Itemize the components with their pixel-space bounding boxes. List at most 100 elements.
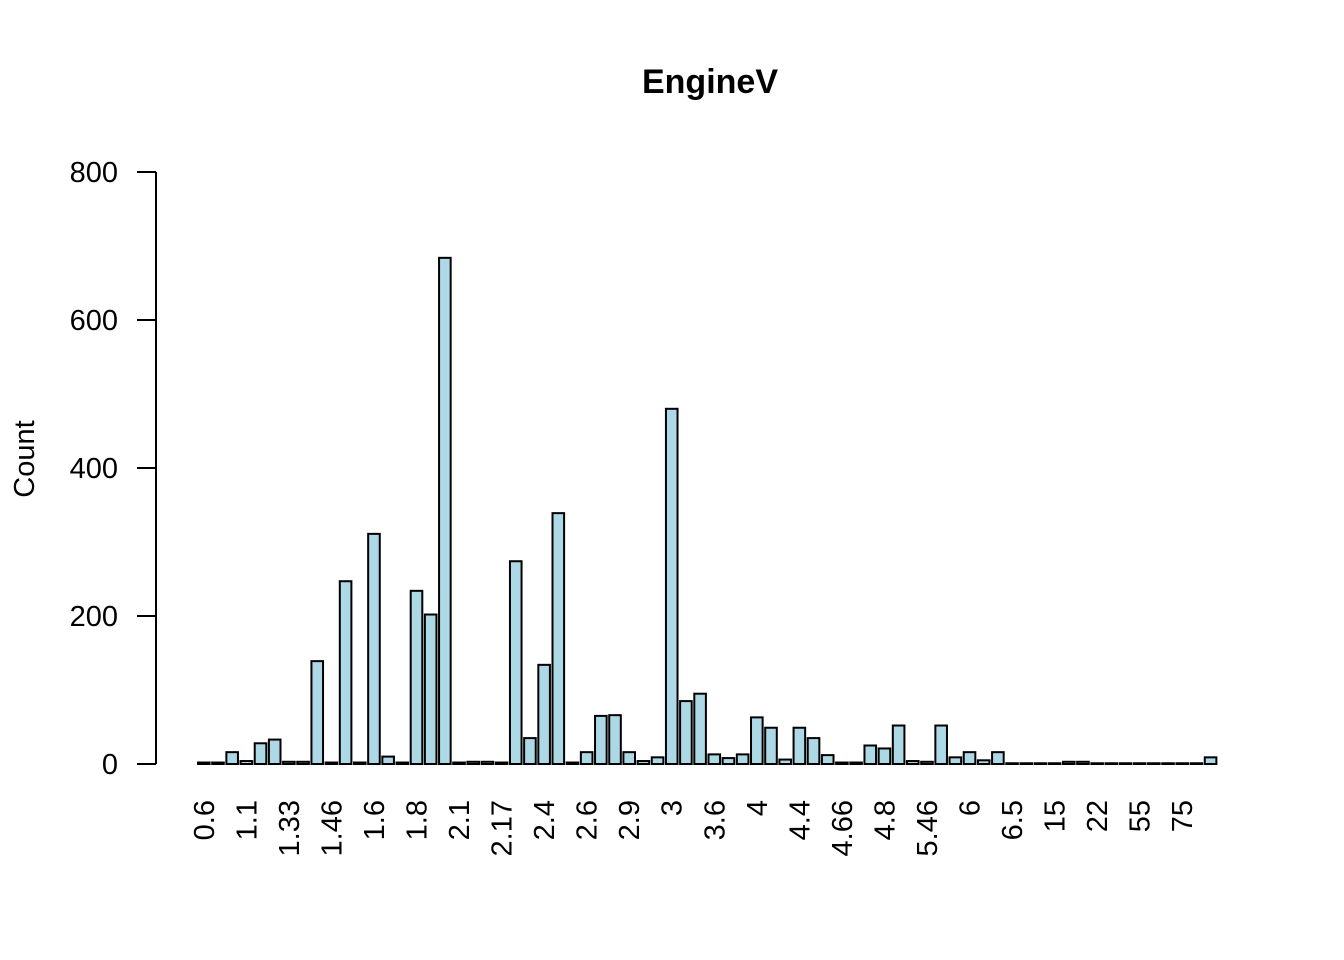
bar: [565, 761, 580, 766]
bar: [1118, 762, 1133, 766]
bar: [253, 742, 268, 766]
x-tick-label: 1.1: [231, 800, 263, 840]
x-tick-label: 15: [1040, 800, 1072, 832]
bar: [820, 754, 835, 765]
bar: [1090, 762, 1104, 766]
bar: [1076, 760, 1090, 766]
x-tick-label: 75: [1167, 800, 1199, 832]
x-tick-label: 2.4: [529, 800, 561, 840]
bar: [835, 761, 849, 766]
bar: [551, 512, 566, 766]
bar: [849, 761, 863, 766]
bar: [750, 716, 764, 766]
x-tick-labels: 0.6 1.1 1.33 1.46 1.6 1.8 2.1 2.17 2.4 2.6 2.9 3 3.6…: [189, 800, 1199, 856]
y-axis: 0 200 400 600 800: [70, 157, 157, 781]
y-tick-label: 200: [70, 601, 118, 633]
bar: [863, 744, 878, 765]
x-tick-label: 6: [955, 800, 987, 816]
bar: [948, 756, 963, 766]
x-tick-label: 0.6: [189, 800, 221, 840]
bar: [594, 714, 608, 766]
bar: [494, 761, 509, 766]
x-tick-label: 1.8: [402, 800, 434, 840]
bar: [579, 751, 594, 765]
bar: [707, 753, 722, 766]
bar: [920, 760, 934, 766]
x-tick-label: 1.46: [316, 800, 348, 856]
x-tick-label: 3.6: [699, 800, 731, 840]
bar: [934, 724, 948, 766]
y-tick-label: 800: [70, 157, 118, 189]
bar: [1061, 760, 1076, 766]
bar: [381, 755, 395, 765]
bar: [877, 747, 892, 766]
bars: [197, 256, 1218, 766]
bar: [537, 663, 551, 766]
bar: [792, 726, 807, 765]
y-tick-label: 400: [70, 453, 118, 485]
bar: [976, 759, 991, 765]
x-tick-label: 6.5: [997, 800, 1029, 840]
x-tick-label: 2.6: [572, 800, 604, 840]
x-tick-label: 2.1: [444, 800, 476, 840]
bar: [296, 760, 310, 766]
bar: [1161, 762, 1175, 766]
x-tick-label: 5.46: [912, 800, 944, 856]
bar: [239, 760, 254, 765]
bar: [480, 760, 495, 766]
x-tick-label: 2.17: [487, 800, 519, 856]
bar: [721, 757, 736, 766]
bar: [1033, 762, 1048, 766]
x-tick-label: 4.4: [784, 800, 816, 840]
x-tick-label: 55: [1125, 800, 1157, 832]
bar: [282, 760, 296, 766]
x-tick-label: 4.66: [827, 800, 859, 856]
y-tick-label: 0: [102, 749, 118, 781]
bar: [267, 738, 282, 766]
bar: [338, 580, 353, 765]
bar: [906, 760, 920, 765]
bar: [1104, 762, 1119, 766]
bar: [608, 714, 622, 765]
y-axis-label: Count: [9, 420, 41, 497]
y-tick-label: 600: [70, 305, 118, 337]
bar: [423, 613, 438, 766]
bar: [395, 761, 410, 766]
bar: [1132, 762, 1147, 766]
x-tick-label: 1.6: [359, 800, 391, 840]
bar: [310, 660, 325, 766]
x-tick-label: 3: [657, 800, 689, 816]
bar: [211, 761, 225, 766]
bar: [1203, 756, 1218, 766]
bar: [962, 751, 977, 765]
bar: [664, 407, 679, 765]
bar: [508, 560, 523, 765]
bar: [523, 737, 537, 765]
x-tick-label: 4: [742, 800, 774, 816]
bar: [778, 758, 792, 765]
bar: [891, 724, 906, 766]
bar: [1047, 762, 1062, 766]
bar: [622, 751, 637, 765]
bar: [1019, 762, 1034, 766]
bar: [438, 256, 452, 765]
x-tick-label: 2.9: [614, 800, 646, 840]
bar: [693, 692, 707, 766]
bar: [1189, 762, 1204, 766]
bar: [764, 726, 778, 765]
x-tick-label: 22: [1082, 800, 1114, 832]
bar: [452, 761, 466, 766]
bar: [806, 737, 821, 765]
chart-title: EngineV: [642, 63, 778, 101]
bar: [466, 760, 481, 766]
bar: [1005, 762, 1019, 766]
bar: [324, 761, 339, 766]
bar: [367, 532, 381, 765]
bar: [197, 761, 211, 766]
bar: [636, 760, 651, 765]
bar: [650, 756, 665, 766]
bar: [409, 589, 424, 766]
bar: [679, 700, 693, 765]
bar: [352, 761, 367, 766]
